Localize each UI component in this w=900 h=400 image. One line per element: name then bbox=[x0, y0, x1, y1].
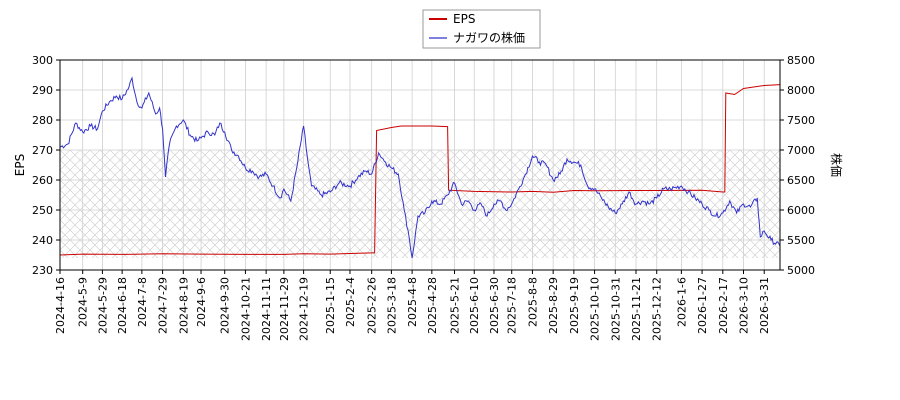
y-axis-left-label: EPS bbox=[13, 154, 27, 176]
y-left-tick-label: 250 bbox=[32, 204, 53, 217]
x-tick-label: 2024-9-6 bbox=[195, 277, 208, 327]
x-tick-label: 2025-1-15 bbox=[324, 277, 337, 334]
x-tick-label: 2025-10-10 bbox=[589, 277, 602, 341]
x-tick-label: 2025-4-28 bbox=[426, 277, 439, 334]
x-tick-label: 2024-5-9 bbox=[77, 277, 90, 327]
y-right-tick-label: 7500 bbox=[787, 114, 815, 127]
y-left-tick-label: 280 bbox=[32, 114, 53, 127]
x-tick-label: 2025-4-8 bbox=[406, 277, 419, 327]
x-tick-label: 2025-6-10 bbox=[468, 277, 481, 334]
plot-frame bbox=[59, 59, 781, 271]
x-axis: 2024-4-16 2024-5-9 2024-5-29 2024-6-18 2024-… bbox=[54, 270, 771, 341]
y-right-tick-label: 8000 bbox=[787, 84, 815, 97]
x-tick-label: 2025-9-19 bbox=[568, 277, 581, 334]
y-right-tick-label: 6000 bbox=[787, 204, 815, 217]
x-tick-label: 2025-2-26 bbox=[366, 277, 379, 334]
x-tick-label: 2025-8-29 bbox=[547, 277, 560, 334]
legend-label: ナガワの株価 bbox=[453, 30, 525, 45]
x-tick-label: 2025-3-18 bbox=[385, 277, 398, 334]
x-tick-label: 2025-7-18 bbox=[506, 277, 519, 334]
y-left-tick-label: 230 bbox=[32, 264, 53, 277]
series-layer bbox=[60, 76, 780, 259]
x-tick-label: 2024-11-29 bbox=[278, 277, 291, 341]
series-line-stock-price bbox=[60, 76, 780, 259]
x-tick-label: 2026-3-10 bbox=[738, 277, 751, 334]
y-axis-right: 5000 5500 6000 6500 7000 7500 8000 8500 bbox=[780, 54, 815, 277]
x-tick-label: 2025-5-21 bbox=[449, 277, 462, 334]
x-tick-label: 2026-2-17 bbox=[717, 277, 730, 334]
x-tick-label: 2024-11-11 bbox=[260, 277, 273, 341]
x-tick-label: 2024-4-16 bbox=[54, 277, 67, 334]
y-left-tick-label: 240 bbox=[32, 234, 53, 247]
hatch-band-rect bbox=[60, 150, 780, 258]
x-tick-label: 2024-7-29 bbox=[157, 277, 170, 334]
grid bbox=[59, 59, 780, 271]
y-right-tick-label: 6500 bbox=[787, 174, 815, 187]
y-axis-right-label: 株価 bbox=[829, 153, 844, 177]
x-tick-label: 2025-2-4 bbox=[344, 277, 357, 327]
y-left-tick-label: 270 bbox=[32, 144, 53, 157]
plot-border bbox=[59, 59, 781, 271]
series-line-eps bbox=[60, 84, 780, 256]
y-left-tick-label: 260 bbox=[32, 174, 53, 187]
x-tick-label: 2024-7-8 bbox=[136, 277, 149, 327]
legend: EPS ナガワの株価 bbox=[422, 9, 541, 49]
y-right-tick-label: 5000 bbox=[787, 264, 815, 277]
x-tick-label: 2024-6-18 bbox=[116, 277, 129, 334]
x-tick-label: 2026-1-6 bbox=[675, 277, 688, 327]
y-left-tick-label: 290 bbox=[32, 84, 53, 97]
y-right-tick-label: 7000 bbox=[787, 144, 815, 157]
x-tick-label: 2024-8-19 bbox=[177, 277, 190, 334]
x-tick-label: 2024-9-30 bbox=[219, 277, 232, 334]
x-tick-label: 2025-12-12 bbox=[651, 277, 664, 341]
legend-box bbox=[422, 9, 541, 49]
y-axis-left: 230 240 250 260 270 280 290 300 bbox=[32, 54, 60, 277]
x-tick-label: 2025-11-21 bbox=[630, 277, 643, 341]
x-tick-label: 2026-1-27 bbox=[696, 277, 709, 334]
x-tick-label: 2026-3-31 bbox=[758, 277, 771, 334]
x-tick-label: 2025-10-31 bbox=[609, 277, 622, 341]
hatch-band bbox=[60, 150, 780, 258]
x-tick-label: 2025-6-30 bbox=[488, 277, 501, 334]
y-right-tick-label: 8500 bbox=[787, 54, 815, 67]
x-tick-label: 2024-12-19 bbox=[298, 277, 311, 341]
y-right-tick-label: 5500 bbox=[787, 234, 815, 247]
x-tick-label: 2025-8-8 bbox=[526, 277, 539, 327]
x-tick-label: 2024-5-29 bbox=[96, 277, 109, 334]
legend-label: EPS bbox=[453, 12, 475, 26]
y-left-tick-label: 300 bbox=[32, 54, 53, 67]
x-tick-label: 2024-10-21 bbox=[239, 277, 252, 341]
